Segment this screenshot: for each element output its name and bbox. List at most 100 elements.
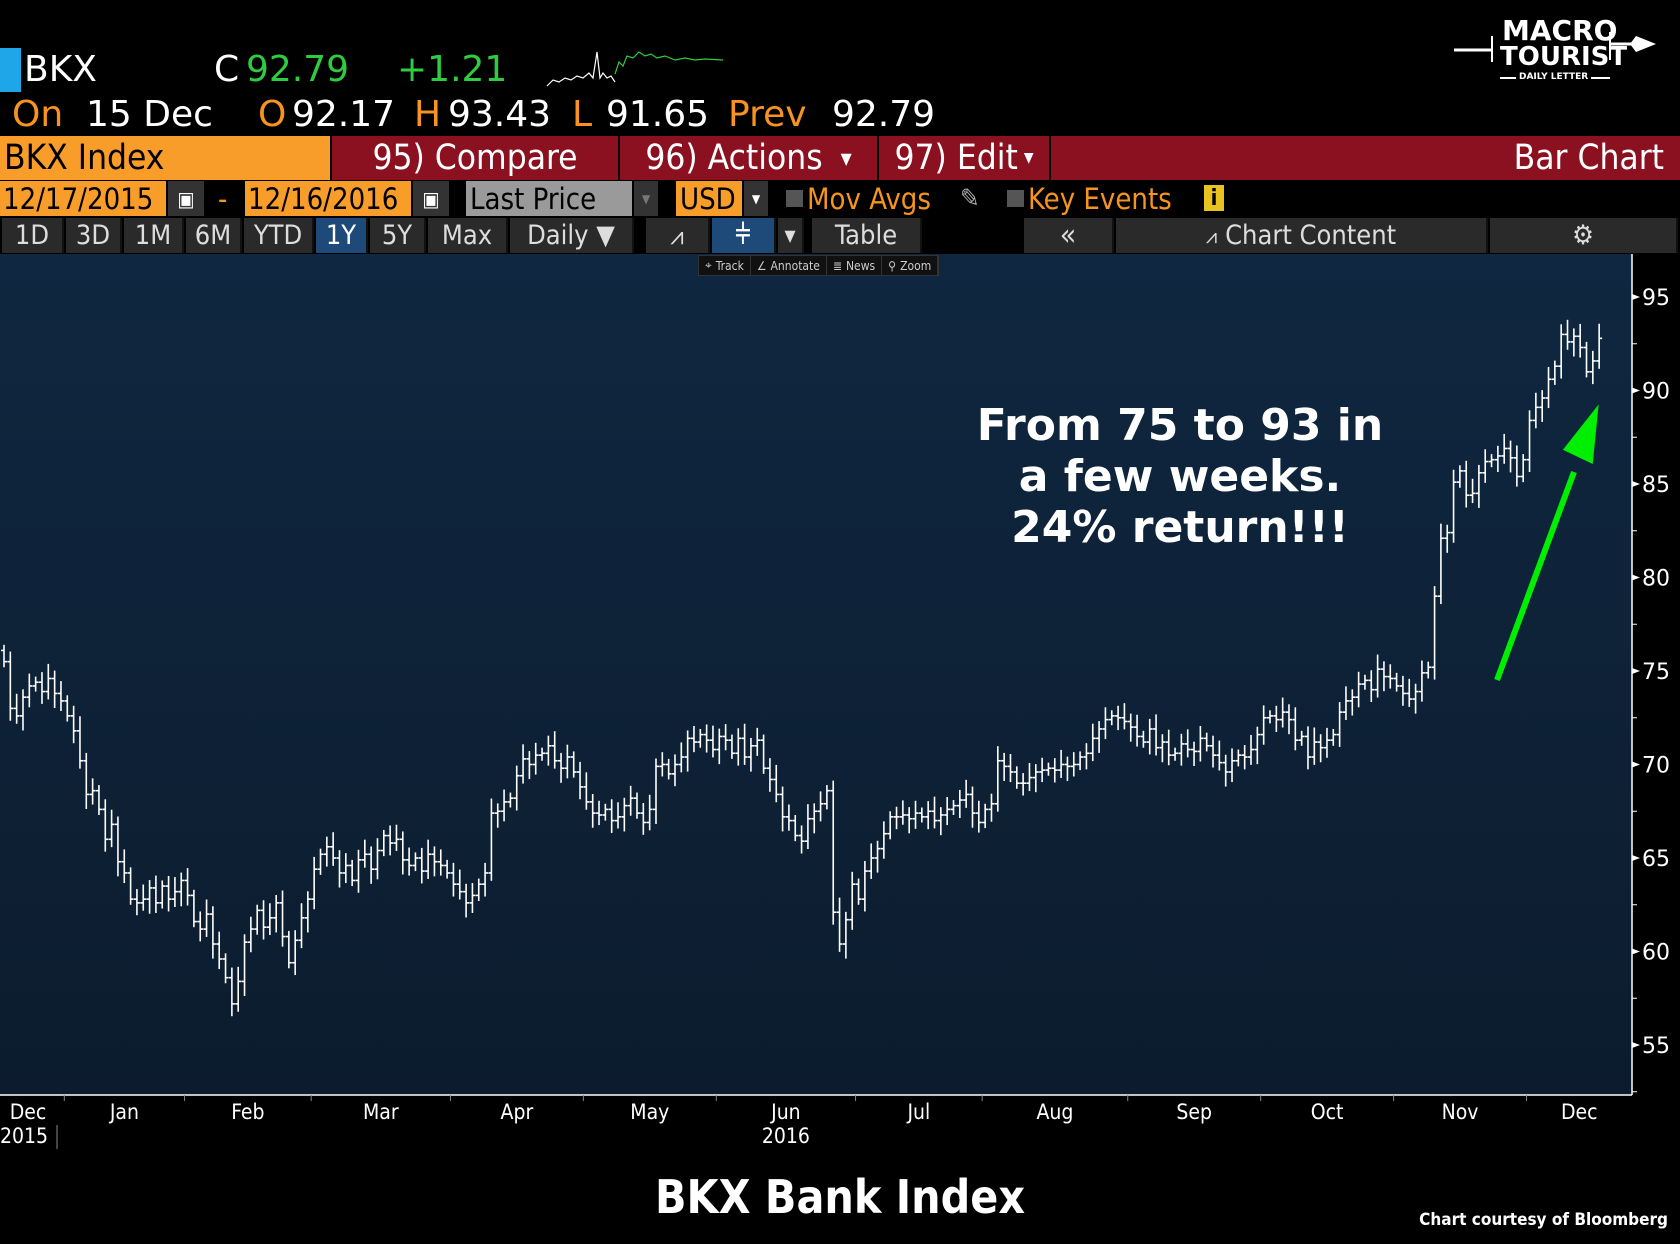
chevron-down-icon[interactable]: ▼ [744,181,768,216]
x-tick-label: Jan [109,1100,139,1124]
pencil-icon[interactable]: ✎ [960,183,980,214]
currency-select[interactable]: USD [676,181,742,216]
track-label: Track [715,258,744,273]
start-date-value: 12/17/2015 [3,181,154,216]
period-5y[interactable]: 5Y [370,218,426,253]
open-label: O [258,94,287,135]
annotation-line: 24% return!!! [1011,502,1349,553]
period-6m[interactable]: 6M [186,218,242,253]
mov-avgs-checkbox[interactable]: Mov Avgs [786,181,931,216]
plot-area[interactable] [0,254,1632,1095]
open-value: 92.17 [292,94,396,135]
chevron-down-icon[interactable]: ▼ [634,181,658,216]
news-tool[interactable]: ≣ News [827,256,883,275]
prev-label: Prev [728,94,807,135]
last-price: 92.79 [246,49,350,90]
security-field[interactable]: BKX Index [0,136,330,180]
period-max[interactable]: Max [428,218,508,253]
magnifier-icon: ⚲ [888,258,897,273]
annotation-line: a few weeks. [1018,451,1342,502]
annotate-tool[interactable]: ∠ Annotate [751,256,827,275]
news-label: News [845,258,876,273]
checkbox-icon [1007,190,1024,207]
pen-icon: ∠ [756,258,767,273]
x-tick-label: Mar [363,1100,399,1124]
annotation: From 75 to 93 in a few weeks. 24% return… [880,400,1480,553]
date-separator: - [218,181,228,216]
macro-tourist-logo: MACRO TOURIST DAILY LETTER [1450,10,1670,90]
key-events-label: Key Events [1028,181,1172,216]
y-tick-label: 90 [1642,380,1670,405]
edit-button[interactable]: 97) Edit ▼ [879,136,1049,180]
y-tick [1632,855,1640,861]
logo-line3: DAILY LETTER [1516,72,1592,82]
x-tick-label: Dec [10,1100,47,1124]
annotate-label: Annotate [770,258,820,273]
actions-button[interactable]: 96) Actions ▼ [620,136,877,180]
y-tick-label: 80 [1642,567,1670,592]
x-tick-label: Jul [906,1100,930,1124]
chevron-down-icon: ▼ [1023,150,1034,166]
zoom-label: Zoom [900,258,932,273]
chart-content-button[interactable]: ⩘ Chart Content [1116,218,1488,253]
info-icon[interactable]: i [1204,185,1224,211]
net-change: +1.21 [397,49,508,90]
y-tick-label: 60 [1642,941,1670,966]
y-tick-label: 65 [1642,847,1670,872]
low-value: 91.65 [606,94,710,135]
prev-value: 92.79 [832,94,936,135]
x-tick-label: Feb [231,1100,264,1124]
logo-line1: MACRO [1502,14,1618,47]
compare-button[interactable]: 95) Compare [332,136,618,180]
period-1d[interactable]: 1D [2,218,64,253]
field-select[interactable]: Last Price [466,181,632,216]
checkbox-icon [786,190,803,207]
field-value: Last Price [470,181,597,216]
intraday-sparkline [546,51,724,87]
y-tick [1632,948,1640,955]
news-icon: ≣ [832,258,842,273]
table-label: Table [834,220,898,251]
collapse-button[interactable]: « [1024,218,1114,253]
frequency-label: Daily ▼ [527,220,615,251]
calendar-icon[interactable]: ▣ [168,181,204,216]
start-date-input[interactable]: 12/17/2015 [0,181,166,216]
y-tick [1632,294,1640,300]
gear-icon: ⚙ [1572,220,1594,251]
y-tick [1632,1042,1640,1048]
x-tick-label: Nov [1442,1100,1479,1124]
period-1y[interactable]: 1Y [316,218,368,253]
line-chart-icon[interactable]: ⩘ [646,218,710,253]
calendar-icon[interactable]: ▣ [413,181,449,216]
period-ytd[interactable]: YTD [244,218,314,253]
crosshair-icon: ⌖ [705,258,712,272]
track-tool[interactable]: ⌖ Track [699,256,751,275]
chevron-down-icon[interactable]: ▼ [778,218,804,253]
x-year-label: 2016 [762,1124,810,1148]
period-1m[interactable]: 1M [124,218,184,253]
settings-button[interactable]: ⚙ [1490,218,1678,253]
x-tick-label: May [630,1100,669,1124]
y-tick [1632,761,1640,768]
chart-content-label: Chart Content [1225,220,1397,251]
high-label: H [414,94,442,135]
x-tick-label: Oct [1311,1100,1344,1124]
end-date-input[interactable]: 12/16/2016 [245,181,411,216]
zoom-tool[interactable]: ⚲ Zoom [882,256,939,275]
table-button[interactable]: Table [812,218,922,253]
period-3d[interactable]: 3D [66,218,122,253]
y-tick-label: 85 [1642,473,1670,498]
y-tick-label: 95 [1642,286,1670,311]
x-tick-label: Dec [1561,1100,1598,1124]
y-tick [1632,574,1640,581]
bar-chart-icon[interactable]: ⫩ [712,218,776,253]
y-tick [1632,668,1640,674]
frequency-select[interactable]: Daily ▼ [510,218,634,253]
security-label: BKX Index [4,138,165,178]
chevron-down-icon: ▼ [840,148,852,168]
x-tick-label: Aug [1036,1100,1073,1124]
double-chevron-left-icon: « [1059,218,1077,253]
key-events-checkbox[interactable]: Key Events [1007,181,1172,216]
logo-line2: TOURIST [1500,42,1628,72]
y-tick [1632,481,1640,487]
